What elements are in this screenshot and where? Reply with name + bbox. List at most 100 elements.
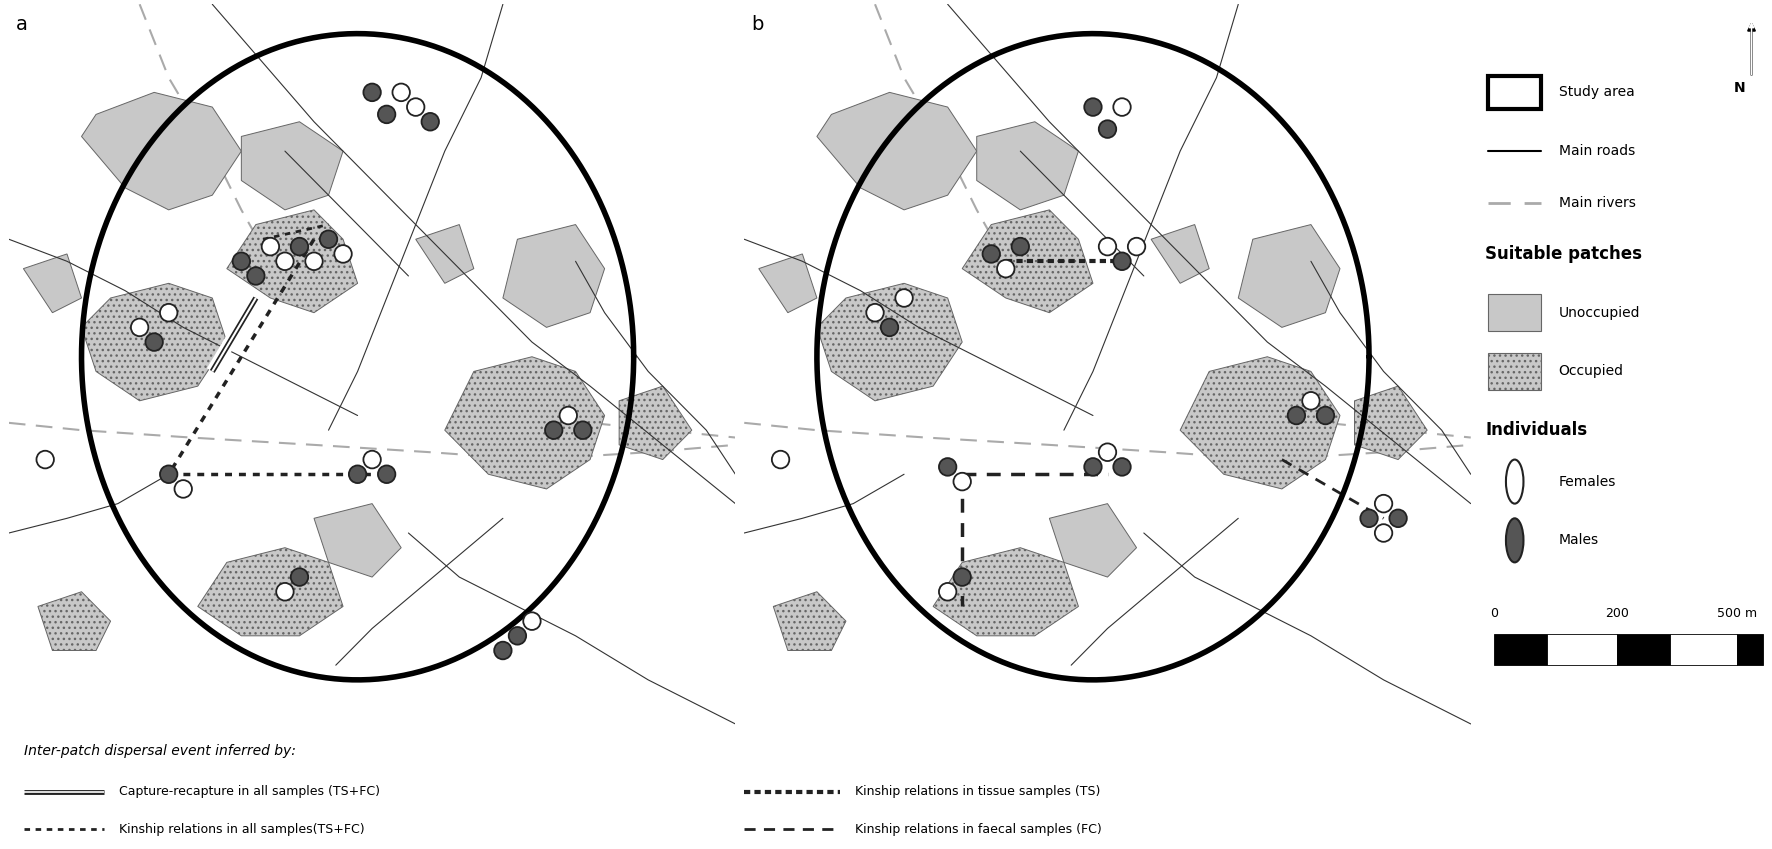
Circle shape: [1361, 509, 1379, 527]
Circle shape: [262, 238, 280, 256]
Circle shape: [319, 230, 337, 248]
Circle shape: [276, 252, 294, 270]
Circle shape: [305, 252, 323, 270]
Circle shape: [1375, 495, 1393, 513]
Circle shape: [494, 642, 512, 660]
Text: Kinship relations in faecal samples (FC): Kinship relations in faecal samples (FC): [854, 823, 1100, 835]
Circle shape: [232, 252, 250, 270]
Polygon shape: [962, 210, 1093, 312]
Circle shape: [246, 267, 264, 284]
Polygon shape: [503, 225, 604, 328]
Circle shape: [939, 458, 957, 475]
Circle shape: [291, 568, 308, 586]
Circle shape: [1302, 392, 1320, 409]
Text: b: b: [751, 15, 764, 34]
Circle shape: [523, 612, 540, 630]
Polygon shape: [1354, 386, 1426, 459]
Polygon shape: [416, 225, 473, 284]
Circle shape: [1084, 458, 1102, 475]
Polygon shape: [227, 210, 358, 312]
Text: 0: 0: [1490, 607, 1499, 621]
Circle shape: [1012, 238, 1030, 256]
Polygon shape: [23, 254, 82, 312]
Circle shape: [1506, 459, 1524, 503]
Circle shape: [1113, 252, 1131, 270]
Circle shape: [867, 304, 884, 322]
Circle shape: [953, 568, 971, 586]
Circle shape: [37, 451, 53, 469]
Bar: [1494, 634, 1547, 666]
Polygon shape: [773, 592, 845, 650]
Circle shape: [1127, 238, 1145, 256]
Circle shape: [560, 407, 578, 424]
Polygon shape: [241, 121, 344, 210]
Text: Study area: Study area: [1559, 86, 1634, 99]
Circle shape: [335, 245, 353, 262]
Polygon shape: [758, 254, 817, 312]
Bar: [1547, 634, 1618, 666]
Text: Main rivers: Main rivers: [1559, 195, 1636, 210]
Circle shape: [291, 238, 308, 256]
Bar: [1618, 634, 1669, 666]
Polygon shape: [817, 93, 976, 210]
Circle shape: [159, 465, 177, 483]
Polygon shape: [1239, 225, 1340, 328]
Circle shape: [349, 465, 367, 483]
Circle shape: [895, 290, 913, 306]
Circle shape: [1375, 524, 1393, 542]
Circle shape: [939, 583, 957, 600]
Circle shape: [1084, 98, 1102, 115]
Text: Females: Females: [1559, 475, 1616, 488]
Text: Kinship relations in all samples(TS+FC): Kinship relations in all samples(TS+FC): [119, 823, 365, 835]
Circle shape: [1099, 121, 1116, 138]
Circle shape: [1288, 407, 1306, 424]
Circle shape: [422, 113, 439, 131]
Polygon shape: [618, 386, 691, 459]
Circle shape: [574, 421, 592, 439]
Circle shape: [1317, 407, 1334, 424]
Polygon shape: [1152, 225, 1209, 284]
Text: Kinship relations in tissue samples (TS): Kinship relations in tissue samples (TS): [854, 785, 1100, 798]
Polygon shape: [82, 284, 227, 401]
Polygon shape: [82, 93, 241, 210]
Text: Inter-patch dispersal event inferred by:: Inter-patch dispersal event inferred by:: [23, 744, 296, 758]
Circle shape: [546, 421, 562, 439]
Circle shape: [881, 318, 898, 336]
Circle shape: [392, 83, 409, 101]
Bar: [1669, 634, 1737, 666]
Circle shape: [1099, 443, 1116, 461]
Polygon shape: [1049, 503, 1136, 577]
Text: 500 m: 500 m: [1717, 607, 1758, 621]
Circle shape: [131, 318, 149, 336]
Bar: [1488, 353, 1542, 390]
Bar: [1488, 76, 1542, 109]
Polygon shape: [314, 503, 400, 577]
Polygon shape: [976, 121, 1079, 210]
Bar: [1737, 634, 1763, 666]
Circle shape: [363, 451, 381, 469]
Circle shape: [408, 98, 425, 115]
Text: Unoccupied: Unoccupied: [1559, 306, 1641, 320]
Circle shape: [1113, 458, 1131, 475]
Circle shape: [276, 583, 294, 600]
Text: Suitable patches: Suitable patches: [1485, 245, 1643, 263]
Polygon shape: [445, 357, 604, 489]
Polygon shape: [198, 548, 344, 636]
Circle shape: [145, 334, 163, 351]
Circle shape: [982, 245, 999, 262]
Circle shape: [1099, 238, 1116, 256]
Text: a: a: [16, 15, 28, 34]
Text: Occupied: Occupied: [1559, 364, 1623, 379]
Circle shape: [377, 465, 395, 483]
Circle shape: [159, 304, 177, 322]
Circle shape: [773, 451, 789, 469]
Circle shape: [509, 627, 526, 644]
Circle shape: [377, 105, 395, 123]
Polygon shape: [817, 284, 962, 401]
Bar: [1488, 295, 1542, 331]
Circle shape: [1389, 509, 1407, 527]
Polygon shape: [37, 592, 110, 650]
Circle shape: [363, 83, 381, 101]
Text: N: N: [1735, 82, 1745, 95]
Circle shape: [174, 481, 191, 498]
